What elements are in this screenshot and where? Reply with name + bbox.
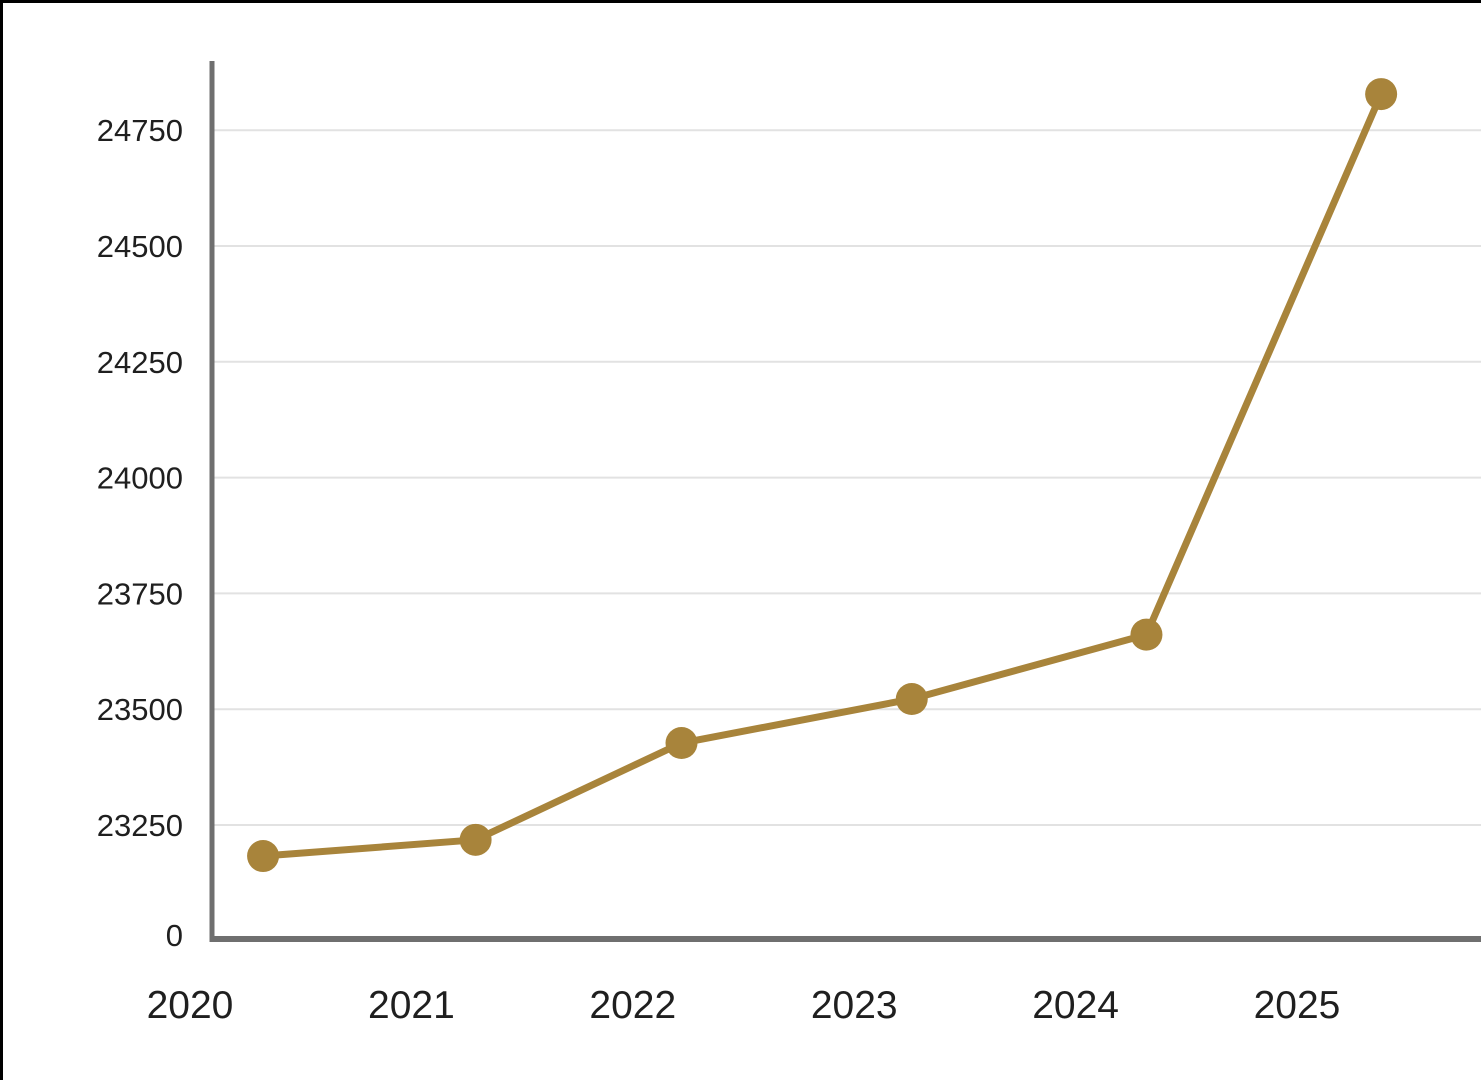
series-line bbox=[259, 90, 1385, 860]
y-axis-tick-label: 24500 bbox=[97, 229, 183, 264]
data-point-marker bbox=[459, 823, 492, 856]
line-chart: 0 23250 23500 23750 24000 24250 24500 24750 2020… bbox=[40, 16, 1481, 1064]
data-point-marker bbox=[665, 727, 698, 760]
y-axis-tick-label: 24750 bbox=[97, 113, 183, 148]
data-point-marker bbox=[1365, 78, 1398, 111]
y-axis-tick-label: 0 bbox=[166, 918, 183, 953]
y-axis-tick-label: 24250 bbox=[97, 345, 183, 380]
screen-edge-top-border bbox=[0, 0, 1481, 3]
y-axis-tick-label: 23500 bbox=[97, 692, 183, 727]
y-axis-tick-label: 24000 bbox=[97, 461, 183, 496]
data-point-marker bbox=[247, 840, 280, 873]
y-axis-tick-label: 23250 bbox=[97, 808, 183, 843]
screen-edge-left-border bbox=[0, 0, 3, 1080]
x-axis-tick-label: 2021 bbox=[368, 984, 455, 1027]
data-point-marker bbox=[1130, 618, 1163, 651]
y-axis-tick-label: 23750 bbox=[97, 576, 183, 611]
x-axis-tick-label: 2025 bbox=[1254, 984, 1341, 1027]
x-axis-tick-label: 2023 bbox=[811, 984, 898, 1027]
x-axis-tick-label: 2022 bbox=[589, 984, 676, 1027]
x-axis-tick-label: 2020 bbox=[147, 984, 234, 1027]
data-point-marker bbox=[895, 683, 928, 716]
line-chart-canvas: 0 23250 23500 23750 24000 24250 24500 24750 2020… bbox=[97, 61, 1481, 1027]
x-axis-tick-label: 2024 bbox=[1032, 984, 1119, 1027]
